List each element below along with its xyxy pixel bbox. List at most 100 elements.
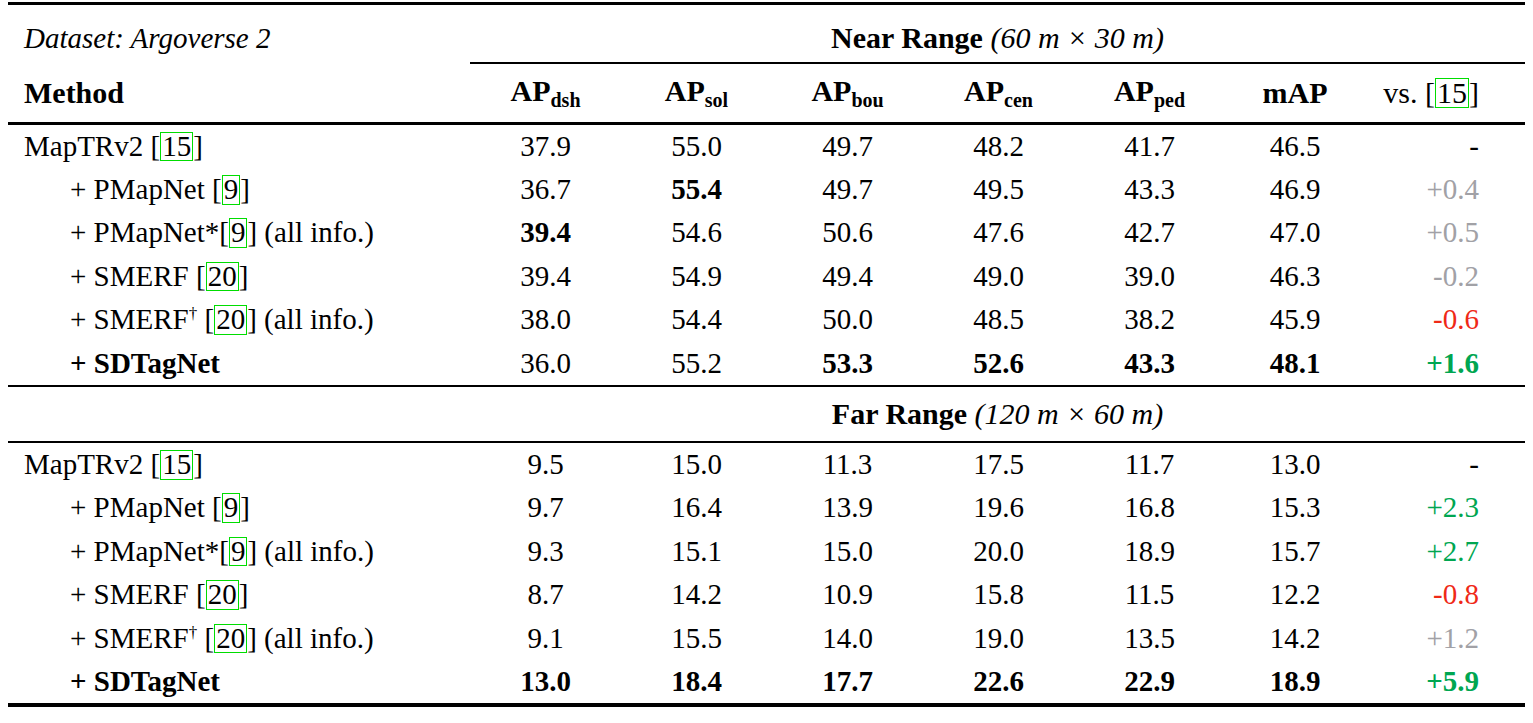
far-range-body: MapTRv2 [15]9.515.011.317.511.713.0-+ PM… [8,443,1525,703]
method-name: + SMERF [70,578,196,610]
col-header-ap-sol: APsol [621,74,772,112]
method-name: MapTRv2 [24,130,150,162]
value-cell: 14.2 [621,578,772,611]
value-cell: 49.5 [923,173,1074,206]
value-cell: 13.0 [1225,448,1365,481]
value-cell: 54.9 [621,260,772,293]
value-cell: 47.6 [923,216,1074,249]
value-cell: 9.7 [470,491,621,524]
citation-link[interactable]: 9 [222,175,241,205]
value-cell: 36.7 [470,173,621,206]
vs-delta-cell: -0.6 [1365,303,1525,336]
value-cell: 46.3 [1225,260,1365,293]
col-header-vs: vs. [15] [1365,76,1525,110]
citation-link[interactable]: 20 [214,624,247,654]
value-cell: 46.5 [1225,130,1365,163]
value-cell: 49.4 [772,260,923,293]
value-cell: 42.7 [1074,216,1225,249]
citation-link[interactable]: 9 [229,218,248,248]
table-title-row: Dataset: Argoverse 2 Near Range (60 m × … [8,5,1525,62]
dataset-label: Dataset: Argoverse 2 [8,22,470,55]
value-cell: 19.0 [923,622,1074,655]
value-cell: 17.5 [923,448,1074,481]
value-cell: 15.3 [1225,491,1365,524]
table-row: + PMapNet*[9] (all info.)9.315.115.020.0… [8,530,1525,573]
method-name: MapTRv2 [24,448,150,480]
value-cell: 13.0 [470,665,621,698]
method-cell: + PMapNet [9] [8,491,470,524]
value-cell: 39.4 [470,260,621,293]
value-cell: 43.3 [1074,347,1225,380]
value-cell: 15.0 [621,448,772,481]
value-cell: 22.6 [923,665,1074,698]
citation-link[interactable]: 20 [206,262,239,292]
vs-delta-cell: +0.5 [1365,216,1525,249]
value-cell: 12.2 [1225,578,1365,611]
table-row: + SMERF [20]8.714.210.915.811.512.2-0.8 [8,573,1525,616]
value-cell: 49.7 [772,173,923,206]
value-cell: 13.9 [772,491,923,524]
method-name: + SDTagNet [70,665,220,697]
dagger-mark: † [189,623,198,642]
value-cell: 36.0 [470,347,621,380]
value-cell: 15.7 [1225,535,1365,568]
far-range-title-dims: (120 m × 60 m) [975,397,1164,430]
value-cell: 8.7 [470,578,621,611]
value-cell: 48.5 [923,303,1074,336]
value-cell: 55.4 [621,173,772,206]
value-cell: 18.9 [1225,665,1365,698]
citation-link[interactable]: 20 [206,580,239,610]
far-range-title: Far Range (120 m × 60 m) [470,397,1525,431]
method-name: + SMERF [70,622,189,654]
value-cell: 46.9 [1225,173,1365,206]
method-note: (all info.) [257,535,374,567]
method-cell: + PMapNet*[9] (all info.) [8,535,470,568]
method-cell: + SMERF† [20] (all info.) [8,622,470,655]
citation-link[interactable]: 9 [229,537,248,567]
method-cell: + SMERF [20] [8,260,470,293]
table-row: + SDTagNet13.018.417.722.622.918.9+5.9 [8,660,1525,703]
value-cell: 43.3 [1074,173,1225,206]
value-cell: 50.0 [772,303,923,336]
bottom-rule [8,703,1525,707]
value-cell: 18.4 [621,665,772,698]
value-cell: 54.6 [621,216,772,249]
value-cell: 22.9 [1074,665,1225,698]
value-cell: 16.4 [621,491,772,524]
value-cell: 55.0 [621,130,772,163]
value-cell: 38.0 [470,303,621,336]
method-name: + PMapNet* [70,216,219,248]
column-header-row: Method APdsh APsol APbou APcen APped mAP… [8,64,1525,122]
col-header-map: mAP [1225,76,1365,110]
citation-link[interactable]: 20 [214,305,247,335]
value-cell: 54.4 [621,303,772,336]
value-cell: 47.0 [1225,216,1365,249]
citation-link[interactable]: 15 [160,450,193,480]
vs-delta-cell: +1.6 [1365,347,1525,380]
value-cell: 50.6 [772,216,923,249]
value-cell: 53.3 [772,347,923,380]
vs-delta-cell: +5.9 [1365,665,1525,698]
table-row: + PMapNet [9]9.716.413.919.616.815.3+2.3 [8,486,1525,529]
table-row: + SMERF† [20] (all info.)38.054.450.048.… [8,298,1525,341]
value-cell: 9.1 [470,622,621,655]
col-header-ap-ped: APped [1074,74,1225,112]
vs-delta-cell: -0.8 [1365,578,1525,611]
citation-link[interactable]: 9 [222,493,241,523]
value-cell: 20.0 [923,535,1074,568]
method-name: + PMapNet [70,173,212,205]
vs-delta-cell: -0.2 [1365,260,1525,293]
near-range-title-dims: (60 m × 30 m) [990,21,1164,54]
value-cell: 15.5 [621,622,772,655]
method-name: + PMapNet* [70,535,219,567]
value-cell: 10.9 [772,578,923,611]
table-row: + SMERF [20]39.454.949.449.039.046.3-0.2 [8,255,1525,298]
citation-link[interactable]: 15 [1435,78,1469,109]
value-cell: 14.0 [772,622,923,655]
method-cell: MapTRv2 [15] [8,130,470,163]
far-range-title-row: Far Range (120 m × 60 m) [8,387,1525,441]
table-row: MapTRv2 [15]37.955.049.748.241.746.5- [8,125,1525,168]
vs-delta-cell: +0.4 [1365,173,1525,206]
near-range-body: MapTRv2 [15]37.955.049.748.241.746.5- + P… [8,125,1525,385]
citation-link[interactable]: 15 [160,132,193,162]
